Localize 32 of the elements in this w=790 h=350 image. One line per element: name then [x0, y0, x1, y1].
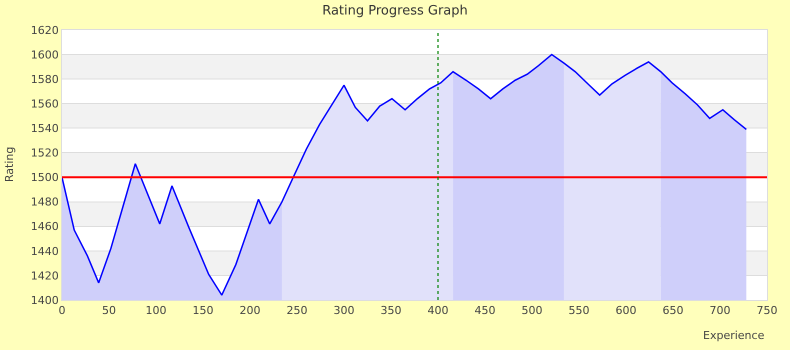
- x-tick-label: 50: [102, 304, 116, 318]
- x-tick-label: 550: [568, 304, 590, 318]
- y-tick-label: 1560: [30, 97, 59, 110]
- y-tick-label: 1620: [30, 24, 59, 37]
- x-tick-label: 200: [240, 304, 260, 318]
- x-tick-label: 350: [380, 304, 402, 318]
- x-tick-label: 300: [334, 304, 354, 318]
- y-tick-label: 1580: [30, 72, 59, 86]
- line-series: [62, 54, 748, 296]
- y-tick-label: 1480: [30, 196, 59, 209]
- x-tick-label: 500: [522, 304, 542, 318]
- y-tick-label: 1440: [30, 244, 59, 258]
- y-tick-label: 1420: [30, 269, 59, 282]
- x-tick-label: 100: [146, 304, 166, 318]
- x-tick-label: 700: [710, 304, 730, 318]
- chart-title: Rating Progress Graph: [322, 3, 468, 18]
- y-tick-label: 1400: [30, 294, 59, 307]
- x-axis-title: Experience: [703, 329, 765, 342]
- x-tick-label: 150: [192, 304, 214, 318]
- x-tick-label: 750: [756, 304, 778, 318]
- y-tick-label: 1520: [30, 146, 59, 160]
- x-tick-label: 400: [428, 304, 448, 318]
- y-tick-label: 1500: [30, 171, 59, 184]
- y-tick-label: 1600: [30, 48, 59, 62]
- y-tick-label: 1540: [30, 122, 59, 136]
- x-tick-label: 250: [286, 304, 308, 318]
- y-tick-label: 1460: [30, 220, 59, 234]
- x-tick-label: 0: [58, 304, 66, 318]
- x-tick-label: 600: [616, 304, 636, 318]
- x-tick-label: 450: [474, 304, 496, 318]
- x-tick-label: 650: [662, 304, 684, 318]
- y-axis-title: Rating: [3, 146, 16, 182]
